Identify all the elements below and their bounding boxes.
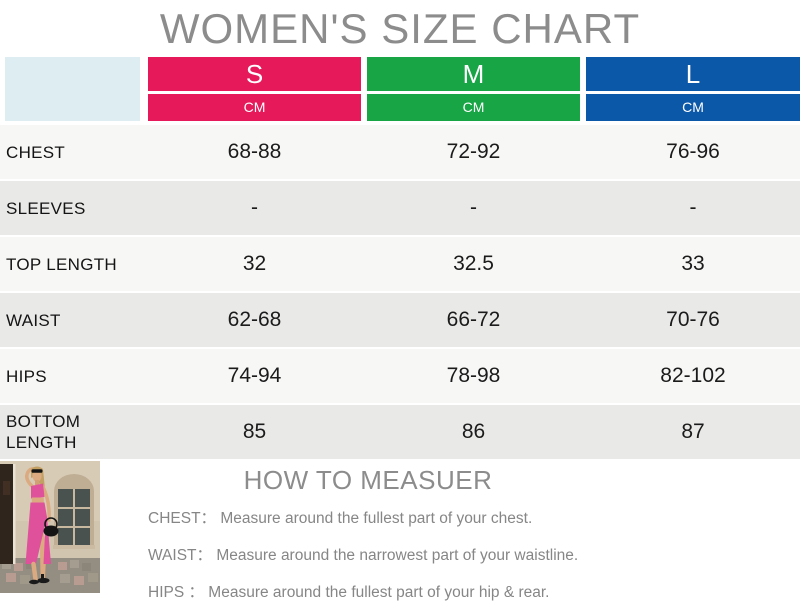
model-photo: [0, 461, 100, 593]
instruction-text: Measure around the fullest part of your …: [208, 584, 550, 601]
cell-value: 87: [681, 420, 705, 443]
table-row-hips: HIPS 74-94 78-98 82-102: [0, 349, 800, 403]
row-label: TOP LENGTH: [6, 254, 118, 274]
table-row-bottom-length: BOTTOM LENGTH 85 86 87: [0, 405, 800, 459]
size-header-row: S CM M CM L CM: [0, 57, 800, 121]
size-table-body: CHEST 68-88 72-92 76-96 SLEEVES - - - TO…: [0, 125, 800, 459]
size-label-s: S: [148, 57, 361, 91]
how-to-measure-text: HOW TO MEASUER CHEST： Measure around the…: [100, 461, 800, 601]
cell-value: -: [251, 196, 258, 219]
column-header-l: L CM: [586, 57, 800, 121]
size-label-m: M: [367, 57, 580, 91]
table-row-waist: WAIST 62-68 66-72 70-76: [0, 293, 800, 347]
table-row-sleeves: SLEEVES - - -: [0, 181, 800, 235]
cell-value: -: [689, 196, 697, 219]
cell-value: 82-102: [660, 364, 726, 387]
cell-value: 66-72: [446, 308, 501, 331]
unit-label-s: CM: [148, 94, 361, 121]
row-label: SLEEVES: [6, 198, 86, 218]
column-header-m: M CM: [367, 57, 580, 121]
page-title: WOMEN'S SIZE CHART: [159, 5, 641, 52]
cell-value: 32.5: [453, 252, 494, 275]
how-to-measure-heading: HOW TO MEASUER: [243, 465, 493, 495]
cell-value: 86: [461, 420, 486, 443]
unit-label-m: CM: [367, 94, 580, 121]
cell-value: 62-68: [227, 308, 282, 331]
row-label: BOTTOM LENGTH: [6, 412, 81, 452]
row-label: CHEST: [6, 142, 66, 162]
cell-value: 68-88: [227, 140, 282, 163]
cell-value: 78-98: [446, 364, 501, 387]
row-label: HIPS: [6, 366, 47, 386]
cell-value: 74-94: [227, 364, 282, 387]
instruction-label: WAIST：: [148, 547, 213, 564]
measure-instruction-hips: HIPS ： Measure around the fullest part o…: [148, 580, 800, 602]
cell-value: -: [470, 196, 477, 219]
header-corner-cell: [5, 57, 140, 121]
instruction-label: CHEST：: [148, 510, 217, 527]
cell-value: 32: [242, 252, 267, 275]
table-row-top-length: TOP LENGTH 32 32.5 33: [0, 237, 800, 291]
instruction-text: Measure around the fullest part of your …: [220, 510, 533, 527]
cell-value: 33: [681, 252, 705, 275]
measure-instruction-waist: WAIST： Measure around the narrowest part…: [148, 543, 800, 565]
cell-value: 72-92: [446, 140, 501, 163]
unit-label-l: CM: [586, 94, 800, 121]
cell-value: 70-76: [666, 308, 720, 331]
instruction-label: HIPS ：: [148, 584, 204, 601]
how-to-measure-section: HOW TO MEASUER CHEST： Measure around the…: [0, 461, 800, 601]
cell-value: 76-96: [666, 140, 720, 163]
measure-instruction-chest: CHEST： Measure around the fullest part o…: [148, 506, 800, 528]
column-header-s: S CM: [148, 57, 361, 121]
size-label-l: L: [586, 57, 800, 91]
table-row-chest: CHEST 68-88 72-92 76-96: [0, 125, 800, 179]
row-label: WAIST: [6, 310, 61, 330]
cell-value: 85: [242, 420, 267, 443]
instruction-text: Measure around the narrowest part of you…: [216, 547, 579, 564]
